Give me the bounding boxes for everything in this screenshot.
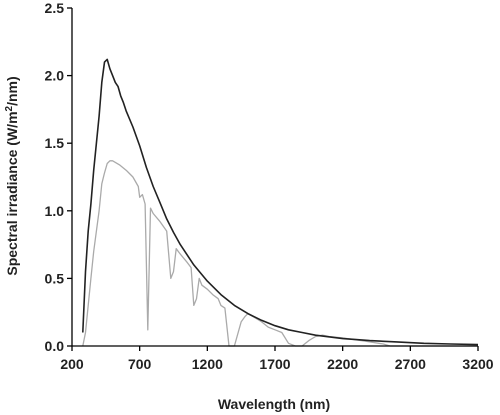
x-tick-label: 1200 [192, 356, 223, 372]
x-tick-label: 2200 [327, 356, 358, 372]
x-tick-label: 3200 [462, 356, 493, 372]
x-tick-label: 2700 [395, 356, 426, 372]
x-tick-label: 200 [60, 356, 84, 372]
ticks-layer: 200 700 1200 1700 2200 2700 3200 0.0 0.5 1.0 1.5 2.… [45, 0, 494, 372]
series-line-1 [82, 58, 479, 346]
y-axis-title: Spectral irradiance (W/m2/nm) [4, 76, 20, 275]
x-tick-label: 700 [128, 356, 152, 372]
series-line-2 [82, 160, 478, 347]
x-tick-label: 1700 [259, 356, 290, 372]
y-tick-label: 2.5 [45, 0, 65, 16]
y-axis-title-end: /nm) [4, 76, 20, 106]
y-axis-title-main: Spectral irradiance (W/m [4, 111, 20, 275]
y-tick-label: 0.5 [45, 270, 65, 286]
y-tick-label: 1.0 [45, 203, 65, 219]
x-axis-title: Wavelength (nm) [218, 396, 330, 412]
y-tick-label: 2.0 [45, 68, 65, 84]
y-tick-label: 0.0 [45, 338, 65, 354]
series-layer [82, 58, 479, 347]
y-axis-title-sup: 2 [4, 105, 15, 111]
y-tick-label: 1.5 [45, 135, 65, 151]
